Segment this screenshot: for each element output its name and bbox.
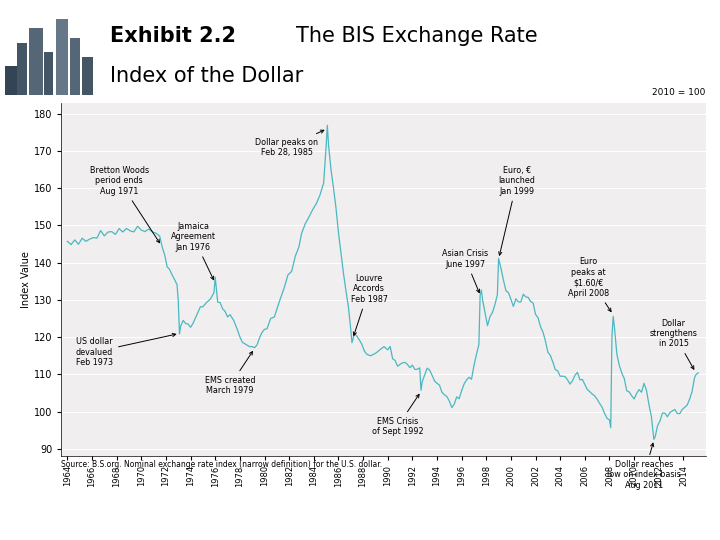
Bar [5,66,17,94]
Text: Dollar peaks on
Feb 28, 1985: Dollar peaks on Feb 28, 1985 [255,130,324,157]
Bar [29,28,42,94]
Text: Asian Crisis
June 1997: Asian Crisis June 1997 [442,249,488,293]
Y-axis label: Index Value: Index Value [21,251,31,308]
Text: PEARSON: PEARSON [600,511,702,529]
Text: Dollar reaches
low on index basis
Aug 2011: Dollar reaches low on index basis Aug 20… [607,443,681,490]
Text: EMS created
March 1979: EMS created March 1979 [204,352,256,395]
Text: Euro
peaks at
$1.60/€
April 2008: Euro peaks at $1.60/€ April 2008 [568,258,611,312]
Bar [81,57,94,94]
Text: 2010 = 100: 2010 = 100 [652,89,706,97]
Text: Jamaica
Agreement
Jan 1976: Jamaica Agreement Jan 1976 [171,222,215,280]
Text: 2-12: 2-12 [13,515,37,525]
Text: Bretton Woods
period ends
Aug 1971: Bretton Woods period ends Aug 1971 [89,166,160,242]
Bar [70,38,80,94]
Bar [56,19,68,94]
Text: Index of the Dollar: Index of the Dollar [109,66,303,86]
Text: US dollar
devalued
Feb 1973: US dollar devalued Feb 1973 [76,333,176,367]
Text: The BIS Exchange Rate: The BIS Exchange Rate [297,26,538,46]
Text: Louvre
Accords
Feb 1987: Louvre Accords Feb 1987 [351,274,388,335]
Text: Dollar
strengthens
in 2015: Dollar strengthens in 2015 [649,319,698,369]
Text: © 2016 Pearson Education, Ltd. All rights reserved.: © 2016 Pearson Education, Ltd. All right… [47,515,315,525]
Text: EMS Crisis
of Sept 1992: EMS Crisis of Sept 1992 [372,394,423,436]
Bar [44,52,53,94]
Text: Exhibit 2.2: Exhibit 2.2 [109,26,235,46]
Text: Source: B.S.org. Nominal exchange rate index (narrow definition) for the U.S. do: Source: B.S.org. Nominal exchange rate i… [61,460,382,469]
Bar [17,43,27,94]
Text: Euro, €
launched
Jan 1999: Euro, € launched Jan 1999 [499,166,536,255]
